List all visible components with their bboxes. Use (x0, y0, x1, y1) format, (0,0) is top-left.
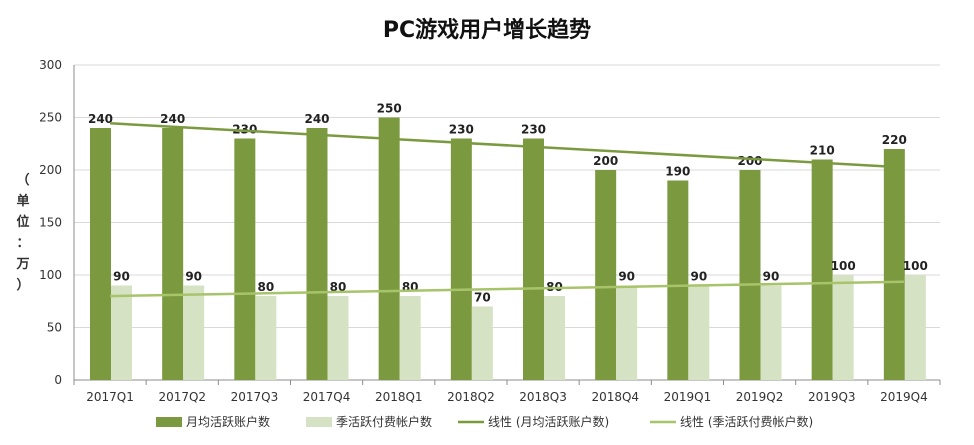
bar-series-monthly-active (234, 138, 256, 380)
bar-series-monthly-active (450, 138, 472, 380)
data-label-quarterly-paying: 90 (185, 270, 202, 284)
data-label-monthly-active: 190 (665, 165, 690, 179)
bar-series-monthly-active (883, 149, 905, 380)
bar-series-quarterly-paying (904, 275, 926, 380)
bar-series-quarterly-paying (471, 306, 493, 380)
y-tick-label: 250 (39, 111, 62, 125)
data-label-quarterly-paying: 70 (474, 291, 491, 305)
x-tick-label: 2018Q2 (447, 390, 495, 404)
bar-series-monthly-active (378, 117, 400, 380)
data-label-monthly-active: 240 (304, 112, 329, 126)
bar-series-quarterly-paying (111, 285, 132, 380)
legend-monthly-active-label: 月均活跃账户数 (186, 414, 270, 429)
data-label-quarterly-paying: 90 (690, 270, 707, 284)
bar-series-monthly-active (595, 170, 617, 380)
y-axis-label-char: ： (16, 236, 30, 251)
data-label-quarterly-paying: 90 (763, 270, 780, 284)
data-label-monthly-active: 230 (449, 123, 474, 137)
data-label-quarterly-paying: 80 (330, 280, 347, 294)
y-axis-label-char: 万 (16, 257, 30, 272)
x-tick-label: 2019Q1 (664, 390, 712, 404)
bar-series-monthly-active (739, 170, 761, 380)
bar-series-monthly-active (162, 128, 184, 380)
legend-quarterly-paying-swatch (306, 417, 332, 427)
data-label-monthly-active: 240 (160, 112, 185, 126)
bar-series-quarterly-paying (760, 285, 782, 380)
data-label-quarterly-paying: 100 (903, 259, 928, 273)
bar-series-monthly-active (90, 128, 111, 380)
bar-series-quarterly-paying (399, 296, 421, 380)
x-tick-label: 2019Q2 (736, 390, 784, 404)
data-label-quarterly-paying: 80 (257, 280, 274, 294)
data-label-quarterly-paying: 90 (618, 270, 635, 284)
y-axis-label: （ 单位 ： 万 ） (14, 170, 32, 296)
bar-series-quarterly-paying (255, 296, 277, 380)
x-tick-label: 2019Q4 (880, 390, 928, 404)
legend-trend-quarterly-paying-label: 线性 (季活跃付费帐户数) (680, 414, 813, 429)
x-tick-label: 2018Q3 (519, 390, 567, 404)
y-axis-label-char: 单 (16, 194, 30, 209)
legend-monthly-active-swatch (156, 417, 182, 427)
y-axis-label-char: ） (16, 278, 30, 293)
bar-series-monthly-active (667, 180, 689, 380)
chart-title: PC游戏用户增长趋势 (382, 18, 592, 43)
bar-series-quarterly-paying (616, 285, 638, 380)
data-label-monthly-active: 230 (521, 123, 546, 137)
y-tick-label: 0 (54, 373, 62, 387)
bar-series-monthly-active (523, 138, 544, 380)
data-label-monthly-active: 220 (882, 133, 907, 147)
x-tick-label: 2019Q3 (808, 390, 856, 404)
trendline-monthly-active (110, 122, 904, 169)
x-tick-label: 2018Q1 (375, 390, 423, 404)
data-label-monthly-active: 200 (593, 154, 618, 168)
legend-trend-monthly-active-label: 线性 (月均活跃账户数) (488, 414, 609, 429)
bar-series-quarterly-paying (832, 275, 854, 380)
y-axis-label-char: 位 (16, 215, 30, 230)
y-tick-label: 50 (47, 321, 62, 335)
x-tick-label: 2017Q1 (86, 390, 134, 404)
x-tick-label: 2017Q2 (158, 390, 206, 404)
bar-series-quarterly-paying (183, 285, 205, 380)
y-tick-label: 200 (39, 163, 62, 177)
bar-series-monthly-active (306, 128, 328, 380)
x-tick-label: 2017Q4 (303, 390, 351, 404)
bar-series-quarterly-paying (688, 285, 710, 380)
y-tick-label: 150 (39, 216, 62, 230)
data-label-monthly-active: 200 (737, 154, 762, 168)
y-tick-label: 100 (39, 268, 62, 282)
trendline-quarterly-paying (110, 280, 904, 298)
data-label-monthly-active: 250 (377, 102, 402, 116)
y-tick-label: 300 (39, 58, 62, 72)
legend-quarterly-paying-label: 季活跃付费帐户数 (336, 414, 432, 429)
data-label-monthly-active: 210 (810, 144, 835, 158)
x-tick-label: 2018Q4 (591, 390, 639, 404)
data-label-monthly-active: 240 (88, 112, 113, 126)
bar-series-quarterly-paying (544, 296, 565, 380)
data-label-monthly-active: 230 (232, 123, 257, 137)
bar-series-quarterly-paying (327, 296, 349, 380)
x-tick-label: 2017Q3 (231, 390, 279, 404)
data-label-quarterly-paying: 90 (113, 270, 130, 284)
data-label-quarterly-paying: 100 (831, 259, 856, 273)
y-axis-label-char: （ (16, 173, 30, 188)
bar-series-monthly-active (811, 159, 833, 380)
